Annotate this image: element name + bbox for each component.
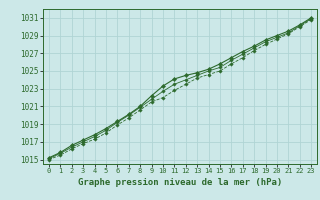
X-axis label: Graphe pression niveau de la mer (hPa): Graphe pression niveau de la mer (hPa): [78, 178, 282, 187]
